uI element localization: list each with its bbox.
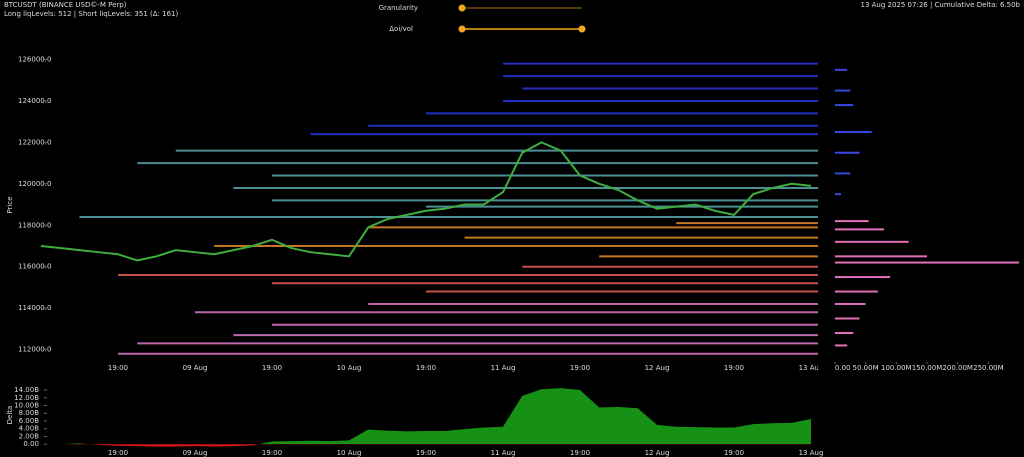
y-tick-label: 2.00B	[19, 432, 40, 440]
volume-bar	[834, 240, 909, 243]
levels-info: Long liqLevels: 512 | Short liqLevels: 3…	[4, 10, 178, 18]
x-tick-label: 250.00M	[973, 364, 1004, 372]
y-tick-label: 112000.0	[18, 346, 51, 354]
x-tick-label: 10 Aug	[337, 364, 362, 372]
x-tick-label: 19:00	[416, 449, 436, 457]
x-tick-label: 100.00M	[881, 364, 912, 372]
volume-bar	[834, 89, 851, 92]
volume-bar	[834, 228, 885, 231]
x-tick-label: 19:00	[262, 364, 282, 372]
x-tick-label: 10 Aug	[337, 449, 362, 457]
x-tick-label: 0.00	[835, 364, 851, 372]
x-tick-label: 11 Aug	[491, 449, 516, 457]
x-tick-label: 11 Aug	[491, 364, 516, 372]
volume-bar	[834, 331, 854, 334]
x-tick-label: 19:00	[108, 449, 128, 457]
x-tick-label: 19:00	[724, 364, 744, 372]
slider-handle[interactable]	[458, 4, 466, 12]
y-tick-label: 124000.0	[18, 97, 51, 105]
volume-bar	[834, 255, 927, 258]
y-tick-label: 8.00B	[19, 409, 40, 417]
volume-bar	[834, 290, 878, 293]
x-tick-label: 12 Aug	[645, 364, 670, 372]
slider-label: Granularity	[379, 4, 418, 12]
y-tick-label: 116000.0	[18, 263, 51, 271]
x-tick-label: 19:00	[108, 364, 128, 372]
symbol: BTCUSDT (BINANCE USD©-M Perp)	[4, 1, 127, 9]
y-tick-label: 126000.0	[18, 56, 51, 64]
separator	[818, 40, 830, 372]
y-axis-label: Price	[6, 196, 14, 213]
y-tick-label: 120000.0	[18, 180, 51, 188]
x-tick-label: 13 Aug	[799, 449, 824, 457]
x-tick-label: 19:00	[262, 449, 282, 457]
volume-bar	[834, 302, 866, 305]
y-tick-label: 114000.0	[18, 304, 51, 312]
x-tick-label: 09 Aug	[183, 364, 208, 372]
y-tick-label: 0.00	[23, 440, 39, 448]
slider-handle[interactable]	[458, 25, 466, 33]
y-tick-label: 10.00B	[14, 402, 39, 410]
volume-bar	[834, 131, 872, 134]
x-tick-label: 19:00	[570, 364, 590, 372]
delta-area-positive	[65, 388, 811, 444]
y-axis-label: Delta	[6, 406, 14, 425]
volume-bar	[834, 344, 848, 347]
y-tick-label: 118000.0	[18, 221, 51, 229]
volume-bar	[834, 261, 1020, 264]
x-tick-label: 12 Aug	[645, 449, 670, 457]
volume-bar	[834, 172, 851, 175]
volume-bar	[834, 276, 891, 279]
status: 13 Aug 2025 07:26 | Cumulative Delta: 6.…	[860, 1, 1020, 9]
y-tick-label: 12.00B	[14, 394, 39, 402]
y-tick-label: 14.00B	[14, 386, 39, 394]
volume-bar	[834, 317, 860, 320]
y-tick-label: 4.00B	[19, 425, 40, 433]
x-tick-label: 50.00M	[853, 364, 879, 372]
slider-label: Δoi/vol	[389, 25, 413, 33]
volume-bar	[834, 68, 848, 71]
volume-bar	[834, 104, 854, 107]
volume-bar	[834, 151, 860, 154]
x-tick-label: 19:00	[570, 449, 590, 457]
x-tick-label: 200.00M	[942, 364, 973, 372]
x-tick-label: 09 Aug	[183, 449, 208, 457]
slider-handle[interactable]	[578, 25, 586, 33]
delta-area-negative	[41, 444, 811, 447]
y-tick-label: 6.00B	[19, 417, 40, 425]
y-tick-label: 122000.0	[18, 138, 51, 146]
volume-bar	[834, 193, 842, 196]
price-line	[40, 141, 812, 262]
x-tick-label: 19:00	[724, 449, 744, 457]
x-tick-label: 13 Aug	[799, 364, 824, 372]
volume-bar	[834, 220, 869, 223]
x-tick-label: 19:00	[416, 364, 436, 372]
x-tick-label: 150.00M	[912, 364, 943, 372]
